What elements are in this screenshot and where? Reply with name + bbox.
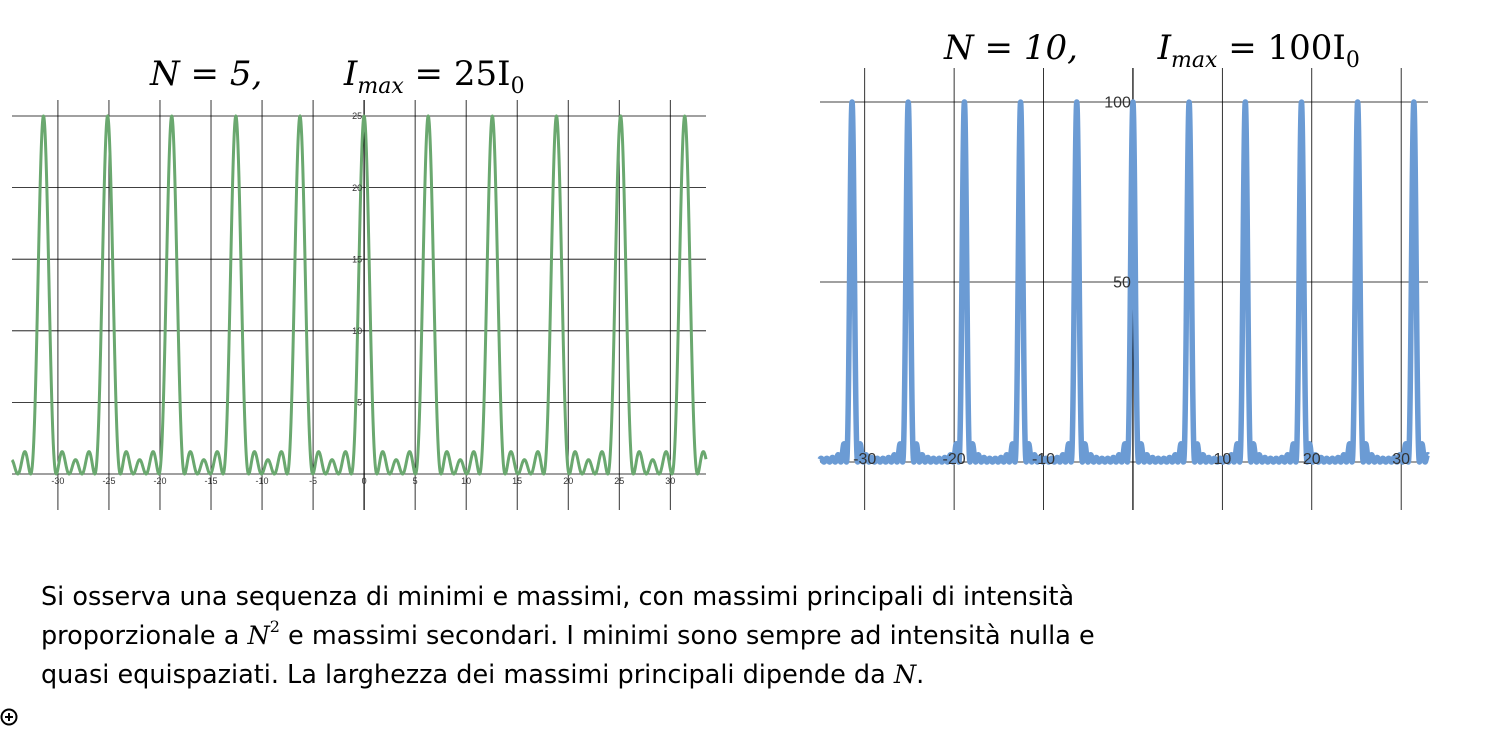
- chart2-title-value-sub: 0: [1345, 48, 1360, 73]
- x-tick-label: -20: [943, 451, 966, 468]
- caption-line-2: proporzionale a N2 e massimi secondari. …: [41, 617, 1461, 656]
- y-tick-label: 50: [1113, 275, 1131, 292]
- chart1-title-imax: I: [343, 54, 358, 94]
- caption-line-2-sup: 2: [269, 617, 280, 636]
- chart1-title-value: = 25I: [403, 54, 511, 94]
- x-tick-label: -10: [256, 476, 269, 486]
- caption-line-2-math: N2: [247, 619, 280, 652]
- x-tick-label: -25: [102, 476, 115, 486]
- caption-line-3-b: .: [916, 660, 925, 690]
- x-tick-label: -15: [205, 476, 218, 486]
- chart1-title: N = 5, Imax = 25I0: [150, 54, 525, 99]
- x-tick-label: 10: [461, 476, 471, 486]
- x-tick-label: 30: [665, 476, 675, 486]
- y-tick-label: 20: [352, 183, 362, 193]
- intensity-curve: [10, 114, 708, 476]
- caption-line-2-n: N: [247, 621, 270, 651]
- y-tick-label: 10: [352, 326, 362, 336]
- chart1-title-imax-sub: max: [357, 74, 404, 99]
- y-tick-label: 5: [357, 398, 362, 408]
- x-tick-label: -30: [51, 476, 64, 486]
- x-tick-label: 0: [362, 476, 367, 486]
- caption-line-2-b: e massimi secondari. I minimi sono sempr…: [279, 621, 1095, 651]
- caption-line-2-a: proporzionale a: [41, 621, 248, 651]
- y-tick-label: 25: [352, 111, 362, 121]
- plus-circle-icon[interactable]: [0, 708, 18, 726]
- y-tick-label: 100: [1104, 95, 1131, 112]
- intensity-curve: [817, 99, 1431, 465]
- caption-line-3: quasi equispaziati. La larghezza dei mas…: [41, 656, 1461, 695]
- x-tick-label: -5: [309, 476, 317, 486]
- chart2-title-value: = 100I: [1217, 28, 1346, 68]
- x-tick-label: 5: [413, 476, 418, 486]
- caption-line-1: Si osserva una sequenza di minimi e mass…: [41, 582, 1075, 612]
- chart2-title: N = 10, Imax = 100I0: [944, 28, 1360, 73]
- chart1-title-value-sub: 0: [510, 74, 525, 99]
- x-tick-label: 10: [1213, 451, 1231, 468]
- caption-line-3-math: N: [893, 660, 917, 690]
- x-tick-label: -10: [1032, 451, 1055, 468]
- chart-n5: -30 -25 -20 -15 -10 -5 0 5 10 15 20 25 30 5 10 15 20 25: [10, 100, 708, 510]
- x-tick-label: -30: [853, 451, 876, 468]
- x-tick-label: -20: [153, 476, 166, 486]
- x-tick-label: 20: [563, 476, 573, 486]
- x-tick-label: 25: [614, 476, 624, 486]
- caption: Si osserva una sequenza di minimi e mass…: [41, 578, 1461, 695]
- chart2-title-n: N = 10,: [944, 28, 1078, 68]
- chart2-title-imax: I: [1157, 28, 1171, 68]
- caption-line-3-a: quasi equispaziati. La larghezza dei mas…: [41, 660, 894, 690]
- chart-n10: -30 -20 -10 10 20 30 50 100: [817, 68, 1431, 510]
- x-tick-label: 30: [1392, 451, 1410, 468]
- x-tick-label: 15: [512, 476, 522, 486]
- x-tick-label: 20: [1303, 451, 1321, 468]
- chart2-title-imax-sub: max: [1171, 48, 1218, 73]
- chart1-title-n: N = 5,: [150, 54, 263, 94]
- y-tick-label: 15: [352, 254, 362, 264]
